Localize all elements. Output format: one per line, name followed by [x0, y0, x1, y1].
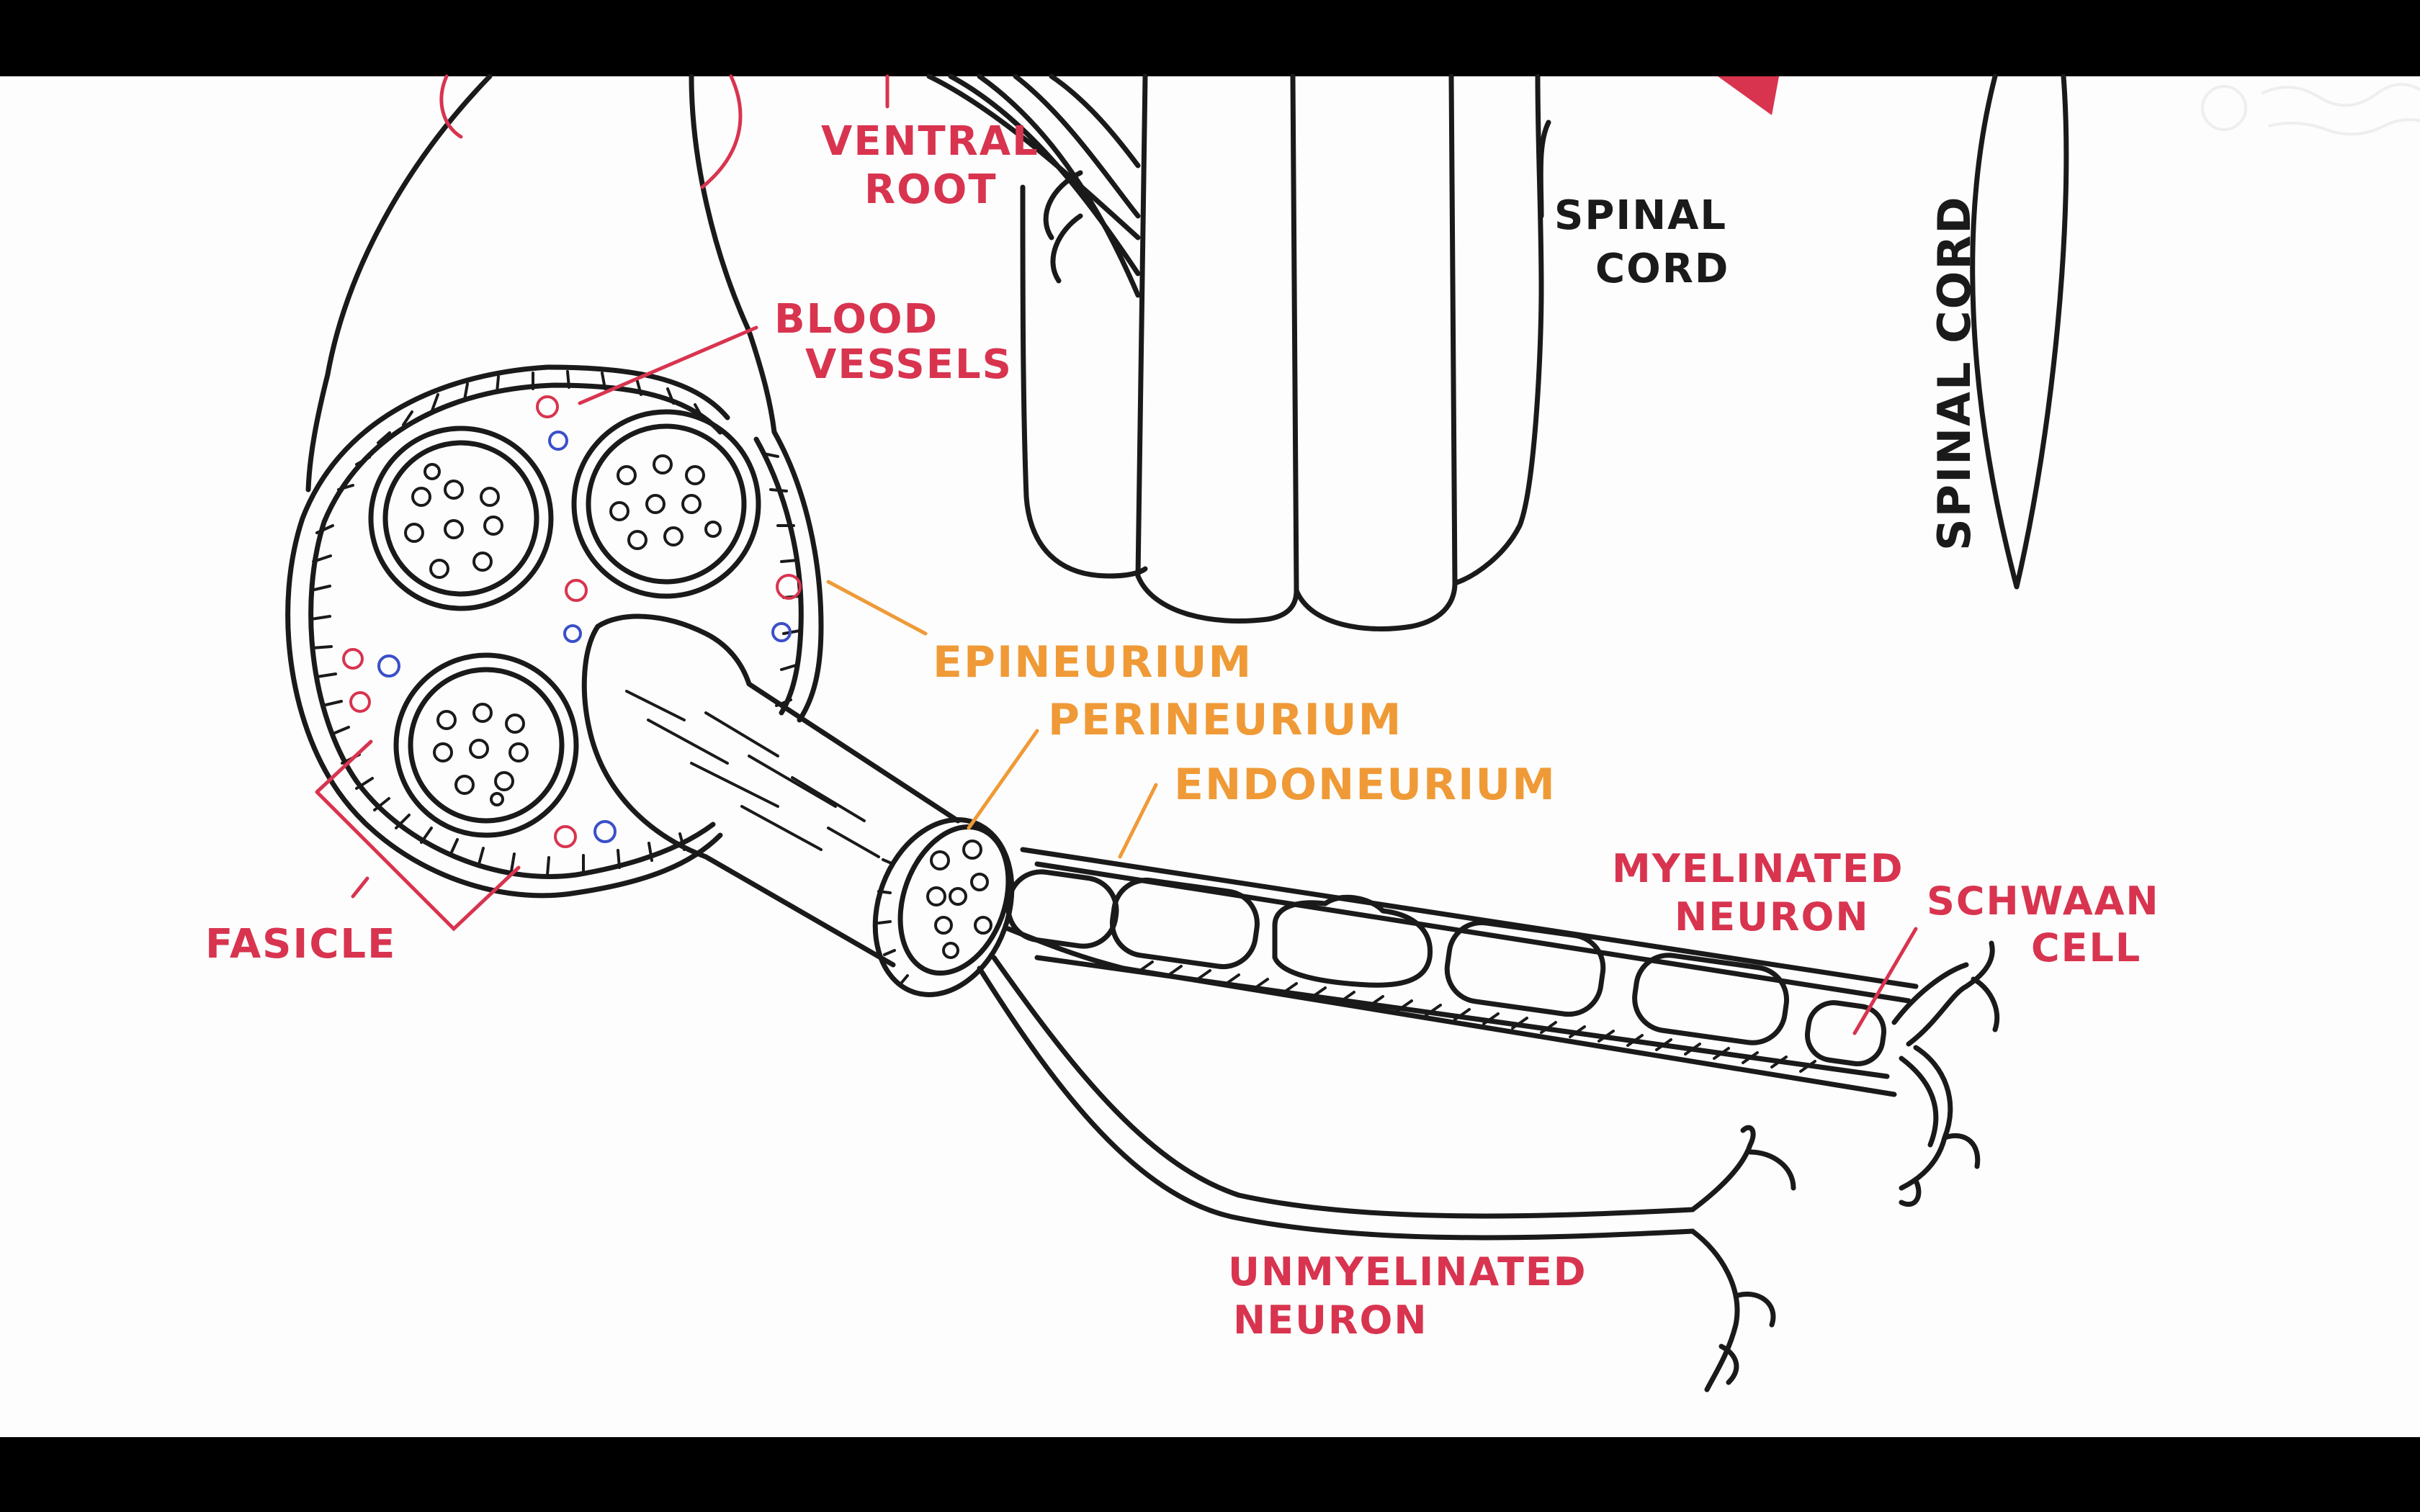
blood-vessels-label-line1: BLOOD — [774, 296, 938, 343]
endoneurium-bottom-inner — [1034, 955, 1890, 1079]
epineurium-right-edge — [771, 429, 824, 723]
letterbox-bottom — [0, 1437, 2420, 1512]
myelin-segments — [1005, 869, 1887, 1066]
myelinated-neuron-label-line1: MYELINATED — [1612, 846, 1904, 891]
schwann-cell-label-line2: CELL — [2031, 925, 2141, 971]
fascicle-top-left — [368, 426, 554, 611]
whiteboard — [0, 76, 2420, 1437]
spinal-cord-label-line2: CORD — [1595, 246, 1729, 292]
unmyelinated-neuron-label-line2: NEURON — [1233, 1297, 1428, 1343]
faded-erased-text — [2201, 83, 2420, 136]
ventral-root-label-line2: ROOT — [864, 166, 998, 213]
perineurium-label: PERINEURIUM — [1048, 695, 1402, 745]
fasicle-bracket — [315, 739, 521, 932]
fasicle-pointer — [351, 876, 369, 899]
unmyelinated-axon-bottom — [977, 966, 1695, 1241]
perineurium-pointer — [967, 729, 1039, 830]
endoneurium-hatching — [1137, 960, 1816, 1073]
spinal-nerve-outline-inner — [689, 73, 777, 435]
unmyelinated-neuron-label-line1: UNMYELINATED — [1228, 1249, 1587, 1295]
endoneurium-top — [1020, 847, 1919, 989]
red-marker-blob — [1718, 76, 1779, 115]
blood-vessels — [342, 395, 802, 848]
schwann-cell-pointer — [1852, 927, 1918, 1035]
ventral-root-label-line1: VENTRAL — [821, 118, 1039, 165]
unmyelinated-neuron-terminal — [1690, 1125, 1796, 1392]
myelinated-neuron-terminal — [1891, 940, 2000, 1207]
epineurium-pointer — [826, 580, 928, 636]
spinal-cord-label-line1: SPINAL — [1554, 192, 1727, 239]
spinal-cord-vertical-label: SPINAL CORD — [1928, 195, 1981, 551]
unmyelinated-axon-top — [991, 955, 1695, 1219]
endoneurium-label: ENDONEURIUM — [1174, 760, 1556, 810]
blood-vessels-pointer — [578, 325, 758, 405]
spinal-nerve-outline — [305, 73, 493, 492]
epineurium-outer — [285, 364, 730, 899]
nerve-rootlets — [926, 73, 1141, 298]
spinal-cord-spindle — [1970, 73, 2069, 590]
endoneurium-pointer — [1118, 783, 1158, 859]
fascicle-bottom — [393, 652, 579, 838]
fascicle-tube-texture — [625, 690, 880, 858]
myelinated-neuron-label-line2: NEURON — [1675, 894, 1870, 940]
fasicle-label: FASICLE — [205, 921, 396, 968]
letterbox-top — [0, 0, 2420, 76]
schwann-cell-label-line1: SCHWAAN — [1927, 878, 2160, 924]
fascicle-tube-top — [595, 613, 961, 824]
fascicle-top-right — [571, 409, 761, 599]
ventral-root-outline-2 — [700, 74, 743, 189]
spinal-cord-columns — [1020, 73, 1551, 631]
fascicle-tube — [581, 624, 896, 968]
blood-vessels-label-line2: VESSELS — [805, 341, 1013, 388]
epineurium-inner — [308, 382, 723, 879]
epineurium-label: EPINEURIUM — [933, 637, 1252, 688]
epineurium-hatching — [310, 370, 801, 876]
ventral-root-outline — [439, 74, 463, 139]
epineurium-right-edge-inner — [753, 436, 804, 716]
